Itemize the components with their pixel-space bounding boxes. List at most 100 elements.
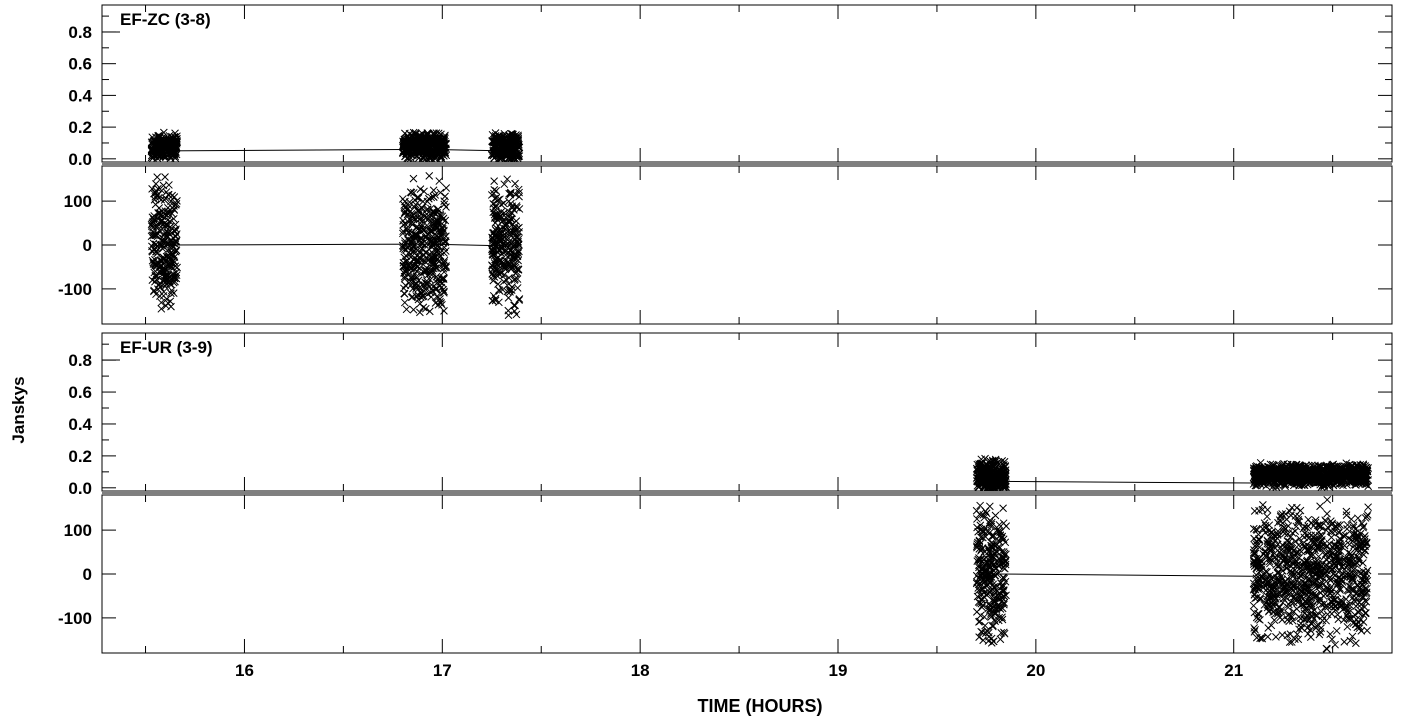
data-point (167, 302, 175, 311)
data-point (1266, 559, 1274, 568)
data-point (431, 264, 440, 272)
data-point (1285, 507, 1294, 516)
data-point (1336, 539, 1344, 548)
data-point (1002, 591, 1010, 600)
data-point (1327, 533, 1336, 542)
data-point (153, 154, 162, 162)
data-point (1250, 562, 1259, 570)
data-point (1364, 503, 1372, 512)
data-point (168, 191, 176, 200)
data-point (1287, 466, 1296, 475)
data-point (498, 242, 507, 251)
data-point (1281, 587, 1290, 596)
data-point (1352, 590, 1360, 598)
data-point (1273, 534, 1282, 543)
data-point (155, 292, 164, 300)
data-point (400, 201, 409, 209)
data-point (1272, 633, 1280, 641)
data-point (1343, 481, 1351, 489)
data-point (506, 188, 515, 197)
data-point (489, 240, 498, 248)
data-point (500, 138, 508, 147)
data-point (1289, 571, 1298, 580)
data-point (170, 193, 179, 201)
data-point (150, 245, 159, 254)
data-point (439, 285, 448, 294)
data-point (975, 633, 983, 641)
data-point (160, 196, 169, 204)
amplitude-frame (101, 332, 1393, 492)
data-point (431, 299, 440, 307)
data-point (1349, 465, 1358, 474)
data-point (160, 276, 169, 285)
data-point (440, 197, 449, 206)
data-point (1259, 480, 1268, 489)
data-point (1346, 636, 1355, 645)
data-point (513, 233, 522, 242)
panel-title: EF-ZC (3-8) (120, 10, 211, 29)
data-point (1330, 595, 1338, 604)
data-point (1354, 556, 1363, 565)
data-point (990, 531, 998, 540)
data-point (425, 212, 434, 221)
data-point (986, 550, 995, 558)
amplitude-frame (101, 4, 1393, 163)
data-point (414, 295, 423, 304)
data-point (440, 287, 448, 296)
data-point (147, 220, 156, 229)
data-point (172, 246, 180, 254)
data-point (406, 277, 415, 286)
panel-title: EF-UR (3-9) (120, 338, 213, 357)
data-point (978, 585, 986, 593)
data-point (973, 515, 981, 523)
data-point (1315, 579, 1324, 588)
data-point (416, 142, 425, 150)
data-point (990, 594, 999, 603)
data-point (1286, 533, 1295, 542)
data-point (998, 457, 1007, 465)
data-point (490, 204, 498, 213)
data-point (1335, 557, 1343, 566)
y-tick-label: 0.8 (68, 351, 92, 370)
data-point (416, 299, 424, 308)
data-point (1357, 604, 1366, 612)
data-point (1265, 521, 1274, 530)
data-point (1347, 535, 1355, 544)
data-point (1349, 574, 1357, 583)
data-point (983, 589, 992, 598)
data-point (439, 288, 448, 297)
data-point (413, 246, 422, 255)
data-point (1302, 468, 1310, 477)
data-point (401, 129, 409, 138)
data-point (1266, 528, 1275, 537)
data-point (162, 277, 171, 285)
data-point (1318, 473, 1327, 482)
data-point (441, 148, 450, 157)
data-point (1296, 506, 1305, 515)
data-point (1283, 545, 1291, 554)
data-point (995, 520, 1004, 529)
data-point (1342, 507, 1351, 516)
data-point (1317, 562, 1326, 571)
data-point (1294, 475, 1303, 484)
data-point (416, 208, 424, 217)
data-point (1291, 537, 1300, 546)
data-point (515, 205, 524, 213)
data-point (1351, 544, 1359, 553)
data-point (1333, 521, 1342, 529)
data-point (157, 195, 166, 204)
data-point (987, 518, 996, 527)
data-point (429, 193, 438, 201)
data-point (402, 305, 411, 314)
data-point (497, 249, 506, 258)
data-point (1293, 630, 1302, 639)
data-point (1332, 552, 1341, 561)
data-point (437, 130, 445, 139)
data-point (1319, 585, 1328, 594)
data-point (152, 290, 160, 299)
data-point (507, 199, 515, 208)
data-point (495, 257, 504, 266)
data-point (159, 141, 168, 150)
data-point (979, 636, 988, 645)
data-point (1341, 531, 1350, 540)
